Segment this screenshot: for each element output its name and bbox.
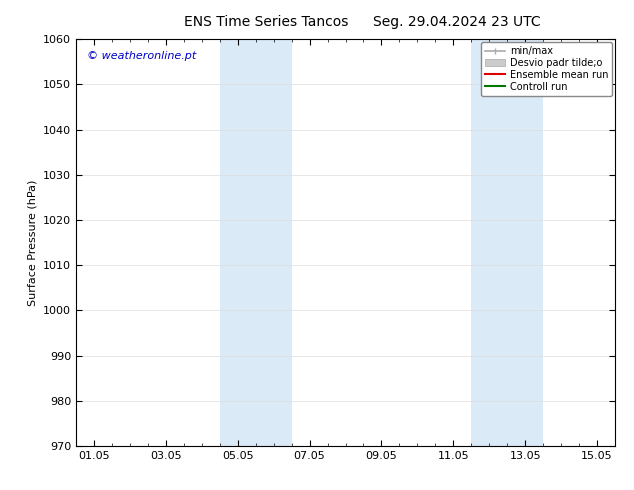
- Text: © weatheronline.pt: © weatheronline.pt: [87, 51, 196, 61]
- Bar: [471, 39, 543, 446]
- Text: ENS Time Series Tancos: ENS Time Series Tancos: [184, 15, 349, 29]
- Y-axis label: Surface Pressure (hPa): Surface Pressure (hPa): [27, 179, 37, 306]
- Legend: min/max, Desvio padr tilde;o, Ensemble mean run, Controll run: min/max, Desvio padr tilde;o, Ensemble m…: [481, 42, 612, 96]
- Text: Seg. 29.04.2024 23 UTC: Seg. 29.04.2024 23 UTC: [373, 15, 540, 29]
- Bar: [220, 39, 292, 446]
